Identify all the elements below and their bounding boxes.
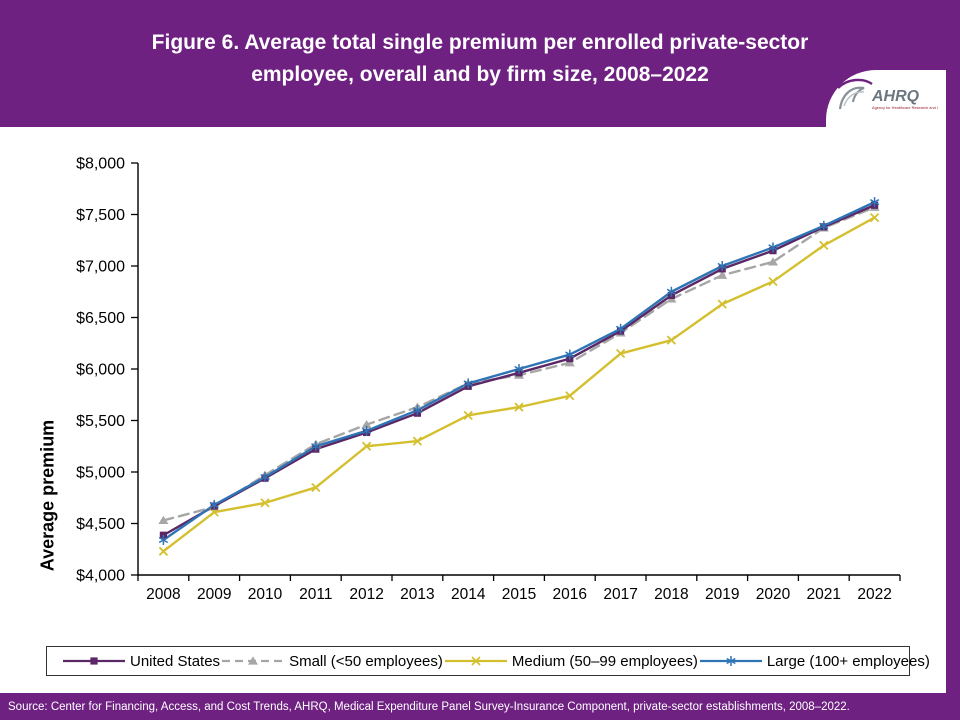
svg-text:$7,500: $7,500 xyxy=(76,207,125,224)
svg-text:2019: 2019 xyxy=(705,586,739,603)
right-edge-stripe xyxy=(946,0,960,720)
ahrq-logo: AHRQ Agency for Healthcare Research and … xyxy=(826,70,946,128)
svg-text:2012: 2012 xyxy=(349,586,383,603)
svg-text:2018: 2018 xyxy=(654,586,688,603)
svg-text:2013: 2013 xyxy=(400,586,434,603)
hhs-eagle-icon xyxy=(838,86,865,110)
legend-item-large: Large (100+ employees) xyxy=(698,653,930,670)
source-bar: Source: Center for Financing, Access, an… xyxy=(0,693,960,720)
logo-purple-swoosh xyxy=(837,78,873,89)
legend-sample-united-states xyxy=(63,657,125,665)
svg-text:2014: 2014 xyxy=(451,586,486,603)
svg-text:2008: 2008 xyxy=(146,586,180,603)
y-axis-title: Average premium xyxy=(37,419,58,572)
svg-text:$7,000: $7,000 xyxy=(76,259,125,276)
legend-label-large: Large (100+ employees) xyxy=(766,652,930,670)
legend-label-medium: Medium (50–99 employees) xyxy=(511,652,698,670)
svg-text:$5,500: $5,500 xyxy=(76,413,125,430)
svg-text:2010: 2010 xyxy=(248,586,283,603)
svg-text:2011: 2011 xyxy=(299,586,332,603)
svg-text:$6,500: $6,500 xyxy=(76,310,125,327)
ahrq-logo-graphic: AHRQ Agency for Healthcare Research and … xyxy=(837,78,938,110)
logo-tagline: Agency for Healthcare Research and Quali… xyxy=(872,105,938,110)
legend-label-united-states: United States xyxy=(130,652,221,670)
chart-area: $4,000 $4,500 $5,000 $5,500 $6,000 $6,500 $7,0… xyxy=(0,130,945,635)
svg-text:2016: 2016 xyxy=(553,586,587,603)
svg-text:2009: 2009 xyxy=(197,586,231,603)
source-text: Source: Center for Financing, Access, an… xyxy=(8,700,850,713)
svg-text:$4,000: $4,000 xyxy=(76,568,125,585)
hhs-eagle-wing-icon xyxy=(843,91,865,107)
svg-text:2020: 2020 xyxy=(756,586,791,603)
svg-text:2015: 2015 xyxy=(502,586,536,603)
legend-sample-small xyxy=(222,656,285,665)
logo-text: AHRQ xyxy=(871,88,920,105)
legend-label-small: Small (<50 employees) xyxy=(289,652,443,670)
legend-sample-large xyxy=(699,656,762,666)
svg-text:$5,000: $5,000 xyxy=(76,465,125,482)
svg-text:$6,000: $6,000 xyxy=(76,362,125,379)
premium-line-chart: $4,000 $4,500 $5,000 $5,500 $6,000 $6,500 $7,0… xyxy=(76,156,901,603)
figure-title: Figure 6. Average total single premium p… xyxy=(151,31,809,86)
svg-text:2021: 2021 xyxy=(807,586,841,603)
svg-text:2017: 2017 xyxy=(603,586,637,603)
header-banner: Figure 6. Average total single premium p… xyxy=(0,0,960,127)
chart-legend: United States Small (<50 employees) Medi… xyxy=(46,646,930,676)
legend-sample-medium xyxy=(444,656,507,666)
svg-text:$8,000: $8,000 xyxy=(76,156,125,173)
svg-text:2022: 2022 xyxy=(857,586,891,603)
legend-item-medium: Medium (50–99 employees) xyxy=(443,653,698,670)
legend-item-united-states: United States xyxy=(61,653,220,670)
legend-item-small: Small (<50 employees) xyxy=(220,653,443,670)
svg-text:$4,500: $4,500 xyxy=(76,516,125,533)
